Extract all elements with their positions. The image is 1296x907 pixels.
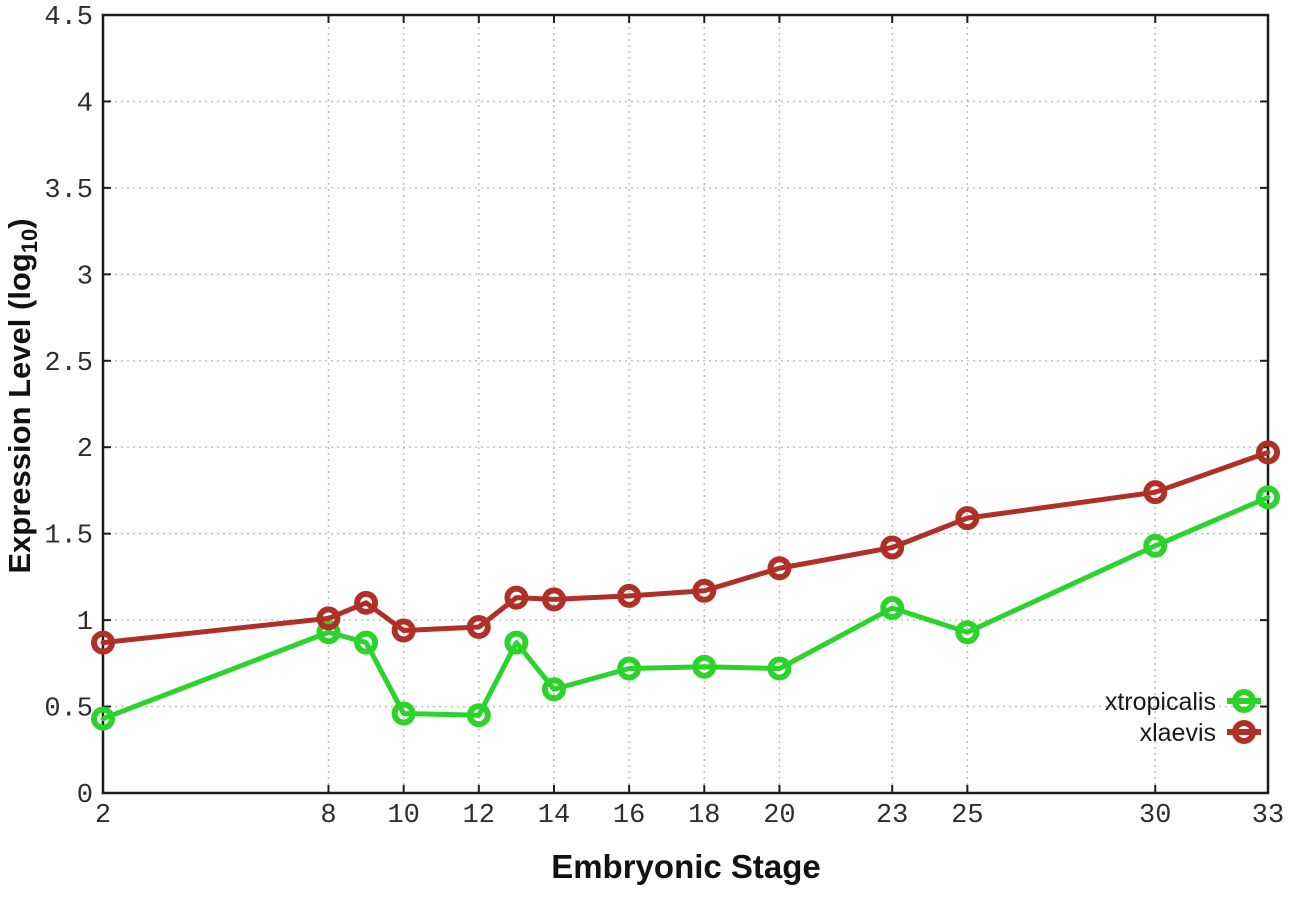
legend: xtropicalis xlaevis — [1105, 688, 1261, 747]
y-axis-title-subscript: 10 — [17, 229, 42, 253]
data-point-xtropicalis — [692, 654, 717, 679]
data-point-xlaevis — [1143, 480, 1168, 505]
x-tick-label: 30 — [1139, 801, 1171, 831]
data-point-xlaevis — [354, 590, 379, 615]
series-layer — [91, 440, 1280, 731]
x-tick-label: 33 — [1252, 801, 1284, 831]
data-point-xlaevis — [466, 615, 491, 640]
data-point-xtropicalis — [316, 620, 341, 645]
y-tick-label: 3.5 — [44, 176, 93, 206]
data-point-xlaevis — [91, 630, 115, 655]
x-tick-label: 8 — [320, 801, 336, 831]
data-point-xlaevis — [617, 583, 642, 608]
data-point-xtropicalis — [466, 703, 491, 728]
legend-item-xlaevis: xlaevis — [1140, 719, 1261, 747]
data-point-xlaevis — [692, 578, 717, 603]
y-tick-label: 0.5 — [44, 695, 93, 725]
legend-label-xtropicalis: xtropicalis — [1105, 688, 1216, 716]
data-point-xtropicalis — [1256, 485, 1280, 510]
data-point-xlaevis — [391, 618, 416, 643]
x-tick-label: 25 — [951, 801, 983, 831]
x-tick-label: 10 — [387, 801, 419, 831]
grid-layer — [102, 14, 1269, 794]
y-tick-label: 1 — [77, 608, 93, 638]
x-tick-label: 20 — [763, 801, 795, 831]
data-point-xtropicalis — [767, 656, 792, 681]
y-tick-label: 2.5 — [44, 349, 93, 379]
x-tick-label: 12 — [463, 801, 495, 831]
series-xlaevis — [91, 440, 1280, 655]
y-tick-label: 1.5 — [44, 522, 93, 552]
y-tick-label: 4 — [77, 89, 93, 119]
data-point-xlaevis — [767, 556, 792, 581]
data-point-xtropicalis — [1143, 533, 1168, 558]
data-point-xlaevis — [1256, 440, 1280, 465]
data-point-xlaevis — [955, 506, 980, 531]
data-point-xtropicalis — [617, 656, 642, 681]
data-point-xlaevis — [541, 587, 566, 612]
data-point-xtropicalis — [504, 630, 529, 655]
data-point-xtropicalis — [391, 701, 416, 726]
y-tick-label: 4.5 — [44, 3, 93, 33]
legend-marker-icon — [1232, 689, 1256, 713]
data-point-xtropicalis — [354, 630, 379, 655]
x-tick-label: 14 — [538, 801, 570, 831]
x-tick-label: 23 — [876, 801, 908, 831]
y-axis-title-main: Expression Level (log — [2, 253, 37, 573]
legend-marker-icon — [1232, 720, 1256, 744]
tick-layer — [102, 14, 1269, 794]
x-tick-label: 16 — [613, 801, 645, 831]
data-point-xtropicalis — [91, 706, 115, 731]
y-axis-title-tail: ) — [2, 218, 37, 228]
x-axis-title: Embryonic Stage — [551, 848, 821, 885]
x-tick-label: 2 — [95, 801, 111, 831]
data-point-xtropicalis — [880, 596, 905, 621]
series-line-xtropicalis — [100, 494, 1271, 722]
legend-item-xtropicalis: xtropicalis — [1105, 688, 1261, 716]
y-axis-title: Expression Level (log10) — [2, 218, 42, 573]
series-xtropicalis — [91, 485, 1280, 731]
series-line-xlaevis — [100, 449, 1271, 646]
data-point-xlaevis — [880, 535, 905, 560]
y-tick-label: 0 — [77, 781, 93, 811]
legend-label-xlaevis: xlaevis — [1140, 719, 1216, 747]
data-point-xtropicalis — [541, 677, 566, 702]
y-tick-label: 2 — [77, 435, 93, 465]
data-point-xlaevis — [504, 585, 529, 610]
tick-label-layer: 2 8 10 12 14 16 18 20 23 25 30 33 0 0.5 1 1.5 2 2.5 3 3.5 4 4… — [44, 3, 1284, 831]
y-tick-label: 3 — [77, 262, 93, 292]
plot-border — [101, 13, 1270, 795]
data-point-xlaevis — [316, 606, 341, 631]
x-tick-label: 18 — [688, 801, 720, 831]
data-point-xtropicalis — [955, 620, 980, 645]
